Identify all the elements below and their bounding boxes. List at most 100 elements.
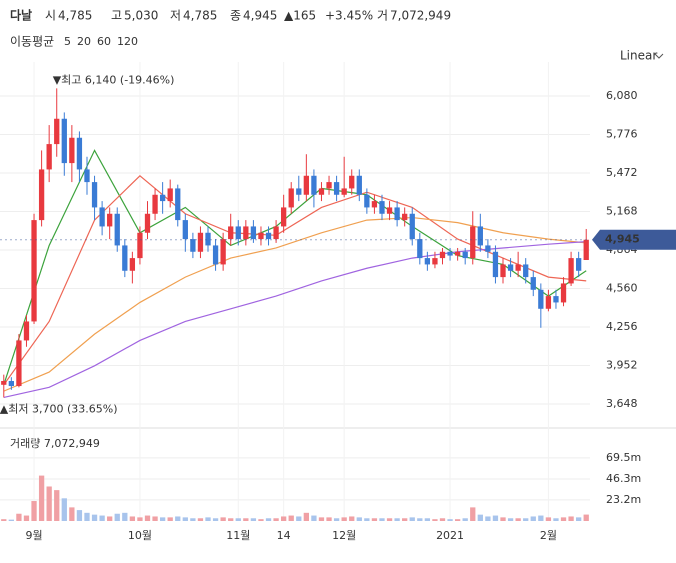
candle-body [402,213,408,221]
candle-body [1,380,7,385]
volume-bar [8,519,14,521]
volume-bar [296,516,302,521]
candle-body [507,264,514,271]
volume-bar [38,475,45,521]
dropdown-icon[interactable] [654,53,664,59]
low-note: ▲최저 3,700 (33.65%) [0,402,118,415]
candle-body [182,220,188,240]
candle-body [333,182,340,195]
volume-bar [235,518,241,521]
open-value: 4,785 [58,9,92,23]
candle-body [69,137,75,164]
candle-body [583,239,589,261]
volume-tick-label: 23.2m [606,493,641,506]
candle-body [371,201,378,208]
volume-bar [159,517,166,521]
high-note: ▼최고 6,140 (-19.46%) [53,73,175,86]
x-tick-label: 12월 [332,529,356,542]
volume-bar [84,512,90,521]
volume-tick-label: 46.3m [606,472,641,485]
ma-line [3,174,587,386]
candle-body [137,232,143,259]
volume-bar [364,518,370,521]
candle-body [560,283,567,303]
candle-body [530,277,536,290]
candle-body [38,169,45,221]
volume-bar [485,516,491,521]
candle-body [197,232,204,252]
volume-bar [54,490,60,521]
volume-bar [265,518,272,521]
candle-body [190,239,196,252]
candle-body [576,258,582,271]
candle-body [99,207,105,227]
volume-bar [553,518,559,521]
volume-tick-label: 69.5m [606,451,641,464]
candle-body [568,258,574,284]
candle-body [454,251,461,256]
volume-bar [31,501,37,521]
volume-bar [152,516,158,521]
candle-body [394,207,400,221]
open-label: 시 [45,9,56,23]
candle-body [159,194,166,202]
candle-body [235,226,241,240]
volume-bar [122,512,128,521]
candle-body [462,251,468,259]
change: ▲165 [284,9,316,23]
candle-body [447,251,453,256]
volume-bar [250,518,257,521]
volume-bar [205,517,211,521]
volume-value: 7,072,949 [390,9,451,23]
candle-body [8,380,14,387]
volume-bar [500,517,506,521]
candle-body [281,207,287,227]
y-tick-label: 4,560 [606,282,638,295]
volume-bar [530,516,536,521]
candle-body [31,220,37,322]
candle-body [470,226,476,259]
ma-title: 이동평균 [10,35,54,49]
scale-mode[interactable]: Linear [620,49,657,63]
volume-bar [538,515,544,521]
candle-body [129,258,136,271]
candle-body [424,258,431,265]
volume-bar [333,518,340,521]
ma-legend: 5 [64,35,71,48]
volume-title: 거래량 7,072,949 [10,437,100,450]
candle-body [318,188,325,195]
volume-bar [326,517,332,521]
high-label: 고 [111,9,122,23]
y-tick-label: 4,256 [606,320,638,333]
volume-bar [273,518,279,521]
candle-body [349,175,355,189]
volume-bar [107,516,113,521]
high-value: 5,030 [124,9,158,23]
volume-bar [576,517,582,521]
volume-bar [175,516,181,521]
volume-bar [281,516,287,521]
change-pct: +3.45% [325,9,373,23]
volume-bar [197,518,204,521]
y-tick-label: 5,472 [606,166,638,179]
x-tick-label: 10월 [128,529,152,542]
volume-bar [386,518,393,521]
candle-body [417,239,423,259]
candle-body [386,207,393,214]
candle-body [545,296,552,309]
volume-bar [470,507,476,521]
candle-body [364,194,370,208]
y-tick-label: 3,648 [606,397,638,410]
volume-bar [454,519,461,521]
close-value: 4,945 [243,9,277,23]
candle-body [311,175,317,195]
candle-body [492,251,499,278]
candle-body [91,182,98,208]
candle-body [303,175,309,195]
volume-bar [190,518,196,521]
volume-bar [61,498,67,521]
candle-body [500,264,506,278]
candle-body [212,245,219,265]
candle-body [379,201,385,214]
